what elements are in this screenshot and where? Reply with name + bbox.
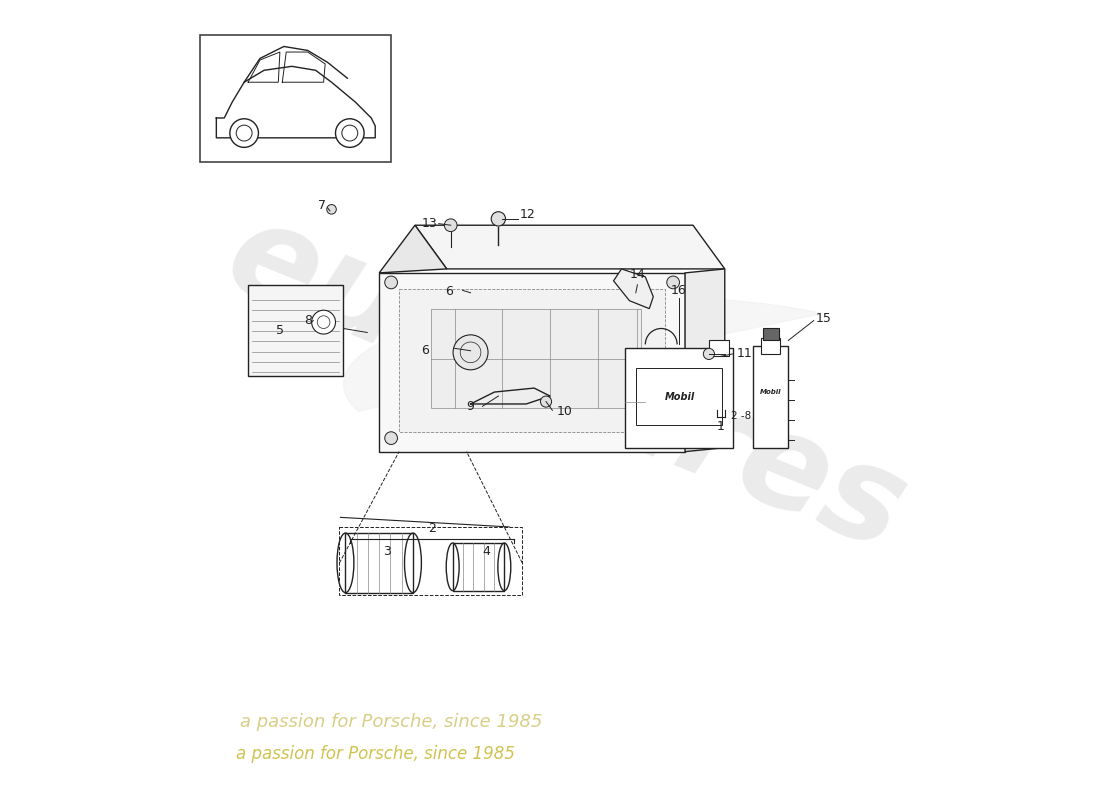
Polygon shape (415, 226, 725, 269)
FancyBboxPatch shape (763, 328, 779, 340)
Text: Mobil: Mobil (760, 389, 782, 395)
Circle shape (336, 118, 364, 147)
Circle shape (453, 335, 488, 370)
Text: 12: 12 (520, 208, 536, 222)
Polygon shape (431, 309, 641, 408)
Polygon shape (752, 346, 789, 448)
Text: a passion for Porsche, since 1985: a passion for Porsche, since 1985 (240, 713, 542, 730)
Circle shape (492, 212, 506, 226)
Text: 1: 1 (717, 420, 725, 433)
Text: 16: 16 (671, 284, 686, 297)
FancyBboxPatch shape (761, 338, 780, 354)
Text: 2 -8: 2 -8 (732, 411, 751, 421)
Polygon shape (685, 269, 725, 452)
Text: 14: 14 (629, 268, 646, 281)
Text: 13: 13 (421, 217, 437, 230)
Circle shape (311, 310, 336, 334)
Text: 8: 8 (304, 314, 311, 327)
Text: 9: 9 (466, 400, 474, 413)
FancyBboxPatch shape (200, 34, 392, 162)
Circle shape (236, 125, 252, 141)
Polygon shape (343, 297, 823, 411)
Circle shape (540, 396, 551, 407)
Text: 3: 3 (383, 545, 392, 558)
Text: 4: 4 (483, 545, 491, 558)
Text: 6: 6 (446, 285, 453, 298)
Circle shape (667, 276, 680, 289)
Circle shape (385, 276, 397, 289)
FancyBboxPatch shape (636, 368, 722, 426)
Circle shape (327, 205, 337, 214)
Text: eurofares: eurofares (209, 190, 923, 578)
Polygon shape (249, 285, 343, 376)
FancyBboxPatch shape (708, 341, 728, 356)
Text: 10: 10 (557, 406, 572, 418)
Text: 7: 7 (318, 199, 326, 212)
Text: 5: 5 (276, 323, 284, 337)
Text: 2: 2 (429, 522, 437, 535)
Circle shape (444, 219, 458, 231)
Circle shape (385, 432, 397, 445)
Polygon shape (379, 226, 447, 273)
Circle shape (667, 432, 680, 445)
Circle shape (230, 118, 258, 147)
Polygon shape (379, 273, 685, 452)
Text: 11: 11 (737, 347, 752, 361)
Polygon shape (399, 289, 666, 432)
Text: 15: 15 (816, 313, 832, 326)
Polygon shape (614, 269, 653, 309)
Text: a passion for Porsche, since 1985: a passion for Porsche, since 1985 (235, 745, 515, 762)
Circle shape (342, 125, 358, 141)
Text: 6: 6 (421, 344, 429, 358)
Text: Mobil: Mobil (664, 392, 694, 402)
Circle shape (703, 348, 715, 359)
Polygon shape (626, 348, 733, 448)
